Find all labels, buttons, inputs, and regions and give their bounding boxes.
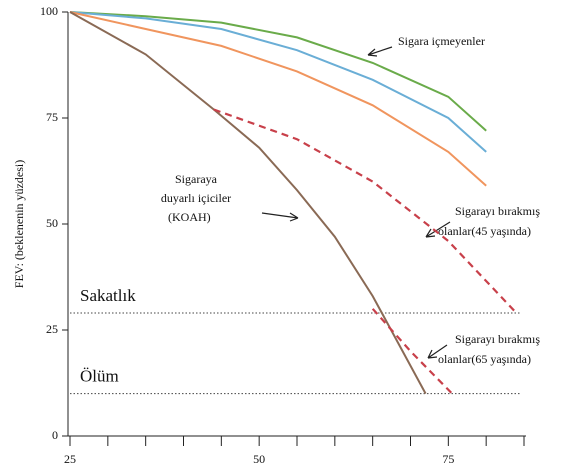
y-tick-label: 0 (52, 428, 58, 442)
series-line (213, 108, 518, 314)
y-tick-label: 75 (46, 110, 58, 124)
arrow (425, 221, 451, 238)
series-line (69, 11, 427, 395)
y-tick-label: 100 (40, 4, 58, 18)
x-tick-label: 25 (64, 452, 76, 466)
reference-label: Ölüm (80, 367, 119, 386)
annotation: olanlar(65 yaşında) (438, 352, 531, 366)
annotation: duyarlı içiciler (161, 191, 231, 205)
series-line (371, 308, 453, 395)
annotation: olanlar(45 yaşında) (438, 224, 531, 238)
reference-label: Sakatlık (80, 286, 136, 305)
annotation: (KOAH) (168, 210, 211, 224)
x-tick-label: 75 (442, 452, 454, 466)
arrow (427, 344, 448, 359)
annotation: Sigaraya (175, 172, 218, 186)
series-line (69, 11, 487, 132)
y-axis-label: FEV: (beklenenin yüzdesi) (12, 160, 26, 288)
y-tick-label: 50 (46, 216, 58, 230)
y-tick-label: 25 (46, 322, 58, 336)
annotation: Sigarayı bırakmış (455, 332, 540, 346)
series-line (69, 11, 487, 187)
series-line (69, 11, 487, 153)
annotation: Sigarayı bırakmış (455, 204, 540, 218)
arrow (367, 46, 393, 57)
arrow (261, 212, 299, 222)
annotation: Sigara içmeyenler (398, 34, 485, 48)
x-tick-label: 50 (253, 452, 265, 466)
